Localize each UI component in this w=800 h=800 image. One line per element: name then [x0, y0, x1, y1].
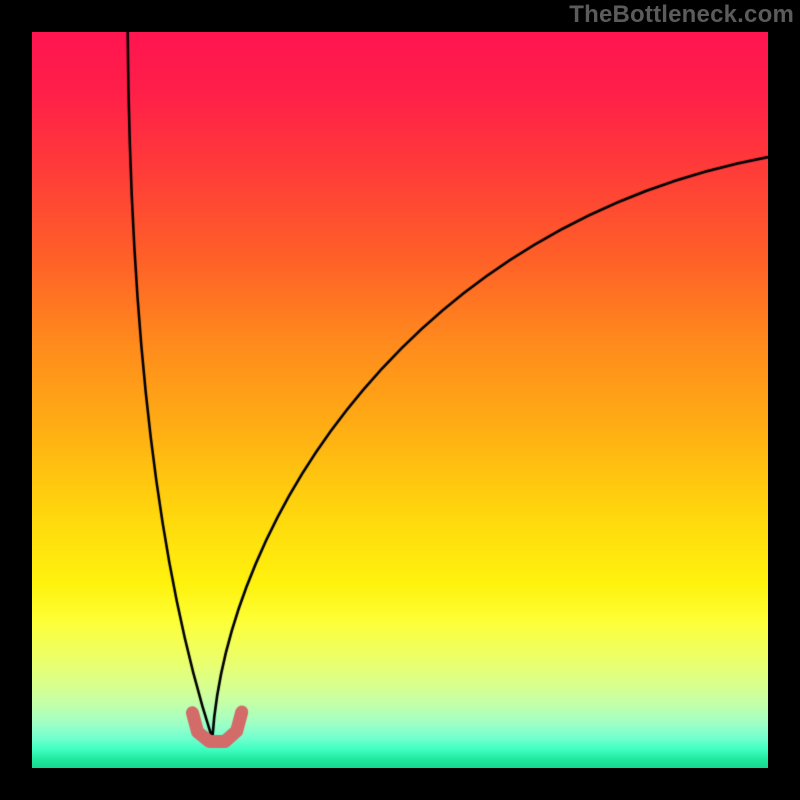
- stage: TheBottleneck.com: [0, 0, 800, 800]
- chart-canvas: [32, 32, 768, 768]
- chart-area: [32, 32, 768, 768]
- watermark-text: TheBottleneck.com: [569, 1, 794, 29]
